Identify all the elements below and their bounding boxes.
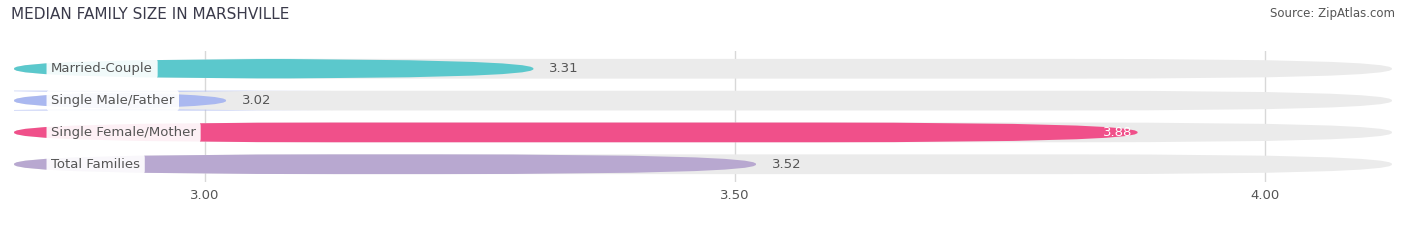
FancyBboxPatch shape <box>14 91 1392 110</box>
Text: MEDIAN FAMILY SIZE IN MARSHVILLE: MEDIAN FAMILY SIZE IN MARSHVILLE <box>11 7 290 22</box>
FancyBboxPatch shape <box>14 59 1392 79</box>
Text: 3.02: 3.02 <box>242 94 271 107</box>
FancyBboxPatch shape <box>14 123 1137 142</box>
Text: Single Male/Father: Single Male/Father <box>51 94 174 107</box>
Text: 3.88: 3.88 <box>1102 126 1132 139</box>
Text: Married-Couple: Married-Couple <box>51 62 153 75</box>
Text: Source: ZipAtlas.com: Source: ZipAtlas.com <box>1270 7 1395 20</box>
Text: Total Families: Total Families <box>51 158 141 171</box>
FancyBboxPatch shape <box>14 154 1392 174</box>
FancyBboxPatch shape <box>0 91 332 110</box>
FancyBboxPatch shape <box>14 154 756 174</box>
FancyBboxPatch shape <box>14 59 533 79</box>
FancyBboxPatch shape <box>14 123 1392 142</box>
Text: 3.52: 3.52 <box>772 158 801 171</box>
Text: Single Female/Mother: Single Female/Mother <box>51 126 195 139</box>
Text: 3.31: 3.31 <box>550 62 579 75</box>
